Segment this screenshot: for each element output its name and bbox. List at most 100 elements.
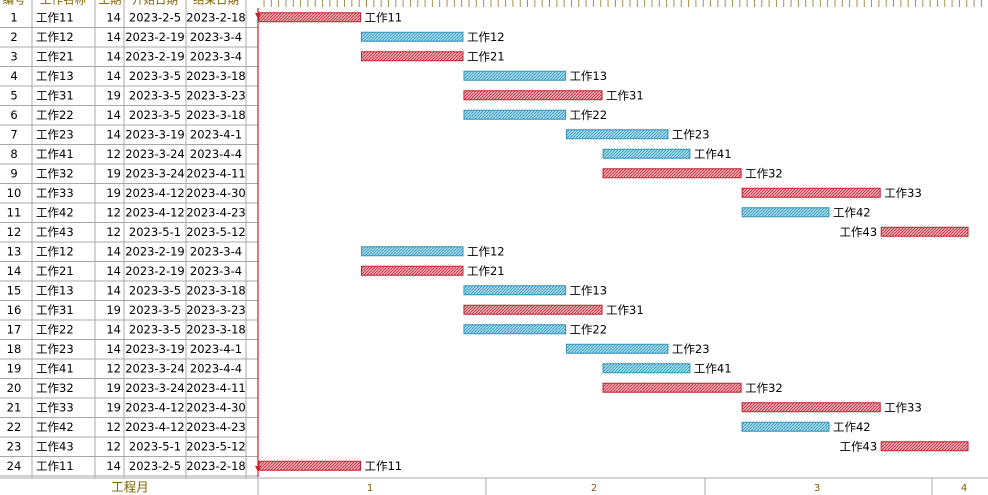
end-date: 2023-3-18 bbox=[186, 108, 246, 122]
end-date: 2023-3-23 bbox=[186, 303, 246, 317]
column-header: 工作名称 bbox=[40, 0, 86, 7]
month-label: 2 bbox=[591, 483, 597, 494]
task-bar bbox=[741, 402, 881, 413]
end-date: 2023-4-30 bbox=[186, 186, 246, 200]
task-name: 工作31 bbox=[36, 88, 74, 102]
task-bar bbox=[602, 168, 742, 179]
row-number: 8 bbox=[10, 147, 17, 161]
start-date: 2023-2-19 bbox=[125, 49, 185, 63]
task-name: 工作33 bbox=[36, 400, 74, 414]
start-date: 2023-4-12 bbox=[125, 400, 185, 414]
bar-label: 工作12 bbox=[467, 244, 505, 258]
column-header: 开始日期 bbox=[132, 0, 178, 7]
end-date: 2023-4-1 bbox=[190, 342, 242, 356]
duration: 12 bbox=[106, 225, 121, 239]
task-bar bbox=[602, 148, 691, 159]
footer-label: 工程月 bbox=[111, 480, 149, 495]
task-name: 工作43 bbox=[36, 439, 74, 453]
task-name: 工作11 bbox=[36, 459, 74, 473]
task-name: 工作41 bbox=[36, 147, 74, 161]
row-number: 11 bbox=[7, 205, 22, 219]
bar-label: 工作41 bbox=[694, 147, 732, 161]
start-date: 2023-2-5 bbox=[129, 10, 181, 24]
task-name: 工作13 bbox=[36, 69, 74, 83]
duration: 19 bbox=[106, 400, 121, 414]
bar-label: 工作33 bbox=[884, 186, 922, 200]
row-number: 22 bbox=[7, 420, 22, 434]
start-date: 2023-2-19 bbox=[125, 264, 185, 278]
task-name: 工作23 bbox=[36, 127, 74, 141]
end-date: 2023-3-4 bbox=[190, 244, 242, 258]
duration: 12 bbox=[106, 361, 121, 375]
duration: 12 bbox=[106, 205, 121, 219]
duration: 14 bbox=[106, 264, 121, 278]
task-name: 工作11 bbox=[36, 10, 74, 24]
row-number: 15 bbox=[7, 283, 22, 297]
start-date: 2023-3-5 bbox=[129, 108, 181, 122]
start-date: 2023-3-5 bbox=[129, 303, 181, 317]
row-number: 5 bbox=[10, 88, 17, 102]
row-number: 16 bbox=[7, 303, 22, 317]
row-number: 21 bbox=[7, 400, 22, 414]
task-name: 工作22 bbox=[36, 108, 74, 122]
task-bar bbox=[463, 70, 566, 81]
row-number: 20 bbox=[7, 381, 22, 395]
start-date: 2023-2-19 bbox=[125, 30, 185, 44]
start-date: 2023-4-12 bbox=[125, 205, 185, 219]
task-bar bbox=[463, 285, 566, 296]
start-date: 2023-3-5 bbox=[129, 322, 181, 336]
row-number: 12 bbox=[7, 225, 22, 239]
task-bar bbox=[258, 460, 361, 471]
row-number: 13 bbox=[7, 244, 22, 258]
end-date: 2023-4-4 bbox=[190, 147, 242, 161]
task-name: 工作32 bbox=[36, 166, 74, 180]
bar-label: 工作31 bbox=[606, 88, 644, 102]
start-date: 2023-3-5 bbox=[129, 283, 181, 297]
task-name: 工作23 bbox=[36, 342, 74, 356]
task-bar bbox=[258, 12, 361, 23]
task-bar bbox=[360, 31, 464, 42]
bar-label: 工作31 bbox=[606, 303, 644, 317]
bar-label: 工作23 bbox=[672, 342, 710, 356]
task-name: 工作33 bbox=[36, 186, 74, 200]
start-date: 2023-3-24 bbox=[125, 381, 185, 395]
end-date: 2023-4-11 bbox=[186, 381, 246, 395]
bar-label: 工作21 bbox=[467, 49, 505, 63]
task-name: 工作31 bbox=[36, 303, 74, 317]
duration: 19 bbox=[106, 186, 121, 200]
duration: 19 bbox=[106, 88, 121, 102]
task-name: 工作42 bbox=[36, 205, 74, 219]
end-date: 2023-3-4 bbox=[190, 264, 242, 278]
bar-label: 工作12 bbox=[467, 30, 505, 44]
task-name: 工作22 bbox=[36, 322, 74, 336]
end-date: 2023-3-4 bbox=[190, 30, 242, 44]
start-date: 2023-3-5 bbox=[129, 88, 181, 102]
duration: 14 bbox=[106, 49, 121, 63]
task-bar bbox=[602, 363, 691, 374]
duration: 14 bbox=[106, 322, 121, 336]
bar-label: 工作32 bbox=[745, 166, 783, 180]
bar-label: 工作42 bbox=[833, 205, 871, 219]
start-date: 2023-3-5 bbox=[129, 69, 181, 83]
row-number: 19 bbox=[7, 361, 22, 375]
task-bar bbox=[565, 129, 669, 140]
start-date: 2023-3-19 bbox=[125, 342, 185, 356]
bar-label: 工作22 bbox=[569, 322, 607, 336]
duration: 14 bbox=[106, 69, 121, 83]
duration: 19 bbox=[106, 166, 121, 180]
row-number: 3 bbox=[10, 49, 17, 63]
end-date: 2023-4-4 bbox=[190, 361, 242, 375]
bar-label: 工作32 bbox=[745, 381, 783, 395]
row-number: 18 bbox=[7, 342, 22, 356]
duration: 14 bbox=[106, 10, 121, 24]
bar-label: 工作42 bbox=[833, 420, 871, 434]
task-bar bbox=[565, 343, 669, 354]
start-date: 2023-3-19 bbox=[125, 127, 185, 141]
row-number: 9 bbox=[10, 166, 17, 180]
duration: 14 bbox=[106, 244, 121, 258]
end-date: 2023-2-18 bbox=[186, 459, 246, 473]
task-name: 工作42 bbox=[36, 420, 74, 434]
row-number: 4 bbox=[10, 69, 17, 83]
